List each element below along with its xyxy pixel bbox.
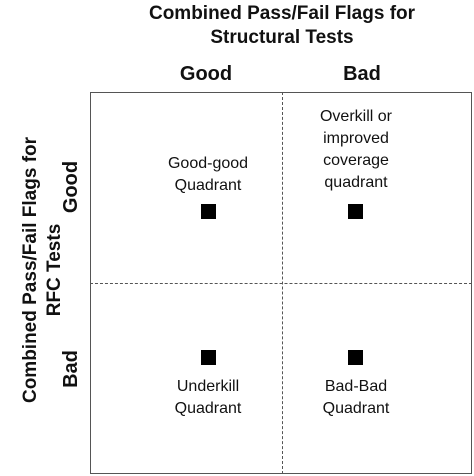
quadrant-good-good-line1: Good-good [167,155,249,172]
quadrant-overkill-line2: improved [323,130,389,147]
rfc-tests-title-line1: Combined Pass/Fail Flags for [20,136,41,404]
structural-tests-title-line2: Structural Tests [210,27,354,48]
quadrant-good-good-marker [201,204,216,219]
structural-tests-title-line1: Combined Pass/Fail Flags for [148,3,416,24]
quadrant-underkill-label: Underkill Quadrant [133,376,283,420]
column-header-bad: Bad [343,63,381,85]
quadrant-bad-bad-line2: Quadrant [322,400,390,417]
quadrant-overkill-line4: quadrant [324,174,388,191]
column-header-good: Good [179,63,233,85]
quadrant-overkill-line3: coverage [323,152,389,169]
row-header-bad: Bad [60,350,82,388]
quadrant-bad-bad-line1: Bad-Bad [324,378,388,395]
quadrant-underkill-line1: Underkill [176,378,240,395]
quadrant-overkill-marker [348,204,363,219]
structural-tests-title: Combined Pass/Fail Flags for Structural … [90,2,474,50]
quadrant-bad-bad-marker [348,350,363,365]
quadrant-underkill-line2: Quadrant [174,400,242,417]
quadrant-overkill-label: Overkill or improved coverage quadrant [281,106,431,194]
quadrant-good-good-label: Good-good Quadrant [133,153,283,197]
quadrant-bad-bad-label: Bad-Bad Quadrant [281,376,431,420]
quadrant-underkill-marker [201,350,216,365]
quadrant-good-good-line2: Quadrant [174,177,242,194]
horizontal-divider [90,283,472,284]
quadrant-overkill-line1: Overkill or [319,108,392,125]
row-header-good: Good [60,160,82,214]
